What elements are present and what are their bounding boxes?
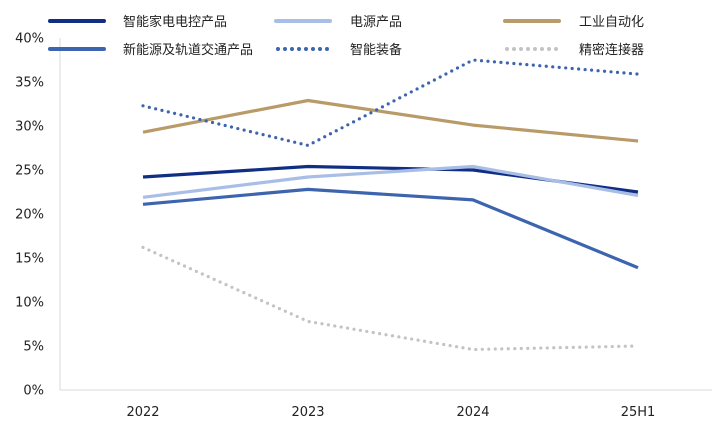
y-tick-label: 40% [15,32,44,47]
legend-label: 工业自动化 [579,15,644,30]
legend-item: 电源产品 [274,15,402,30]
y-tick-label: 5% [23,340,44,355]
legend-label: 新能源及轨道交通产品 [123,42,253,58]
series-lines [141,58,640,352]
x-axis-ticks: 2022 2023 2024 25H1 [126,405,655,420]
x-tick-label: 2024 [456,405,489,420]
x-tick-label: 25H1 [621,405,656,420]
legend-item: 新能源及轨道交通产品 [48,42,253,58]
legend-item: 工业自动化 [503,15,644,30]
legend-label: 电源产品 [350,15,402,30]
legend-item: 智能家电电控产品 [48,14,227,30]
x-tick-label: 2022 [126,405,159,420]
series-line-6 [141,245,640,352]
y-tick-label: 25% [15,164,44,179]
x-tick-label: 2023 [291,405,324,420]
legend-item: 精密连接器 [505,42,644,58]
y-tick-label: 15% [15,252,44,267]
y-axis-ticks: 0% 5% 10% 15% 20% 25% 30% 35% 40% [15,32,44,399]
legend-item: 智能装备 [276,42,402,58]
y-tick-label: 0% [23,384,44,399]
series-line-4 [142,187,639,270]
y-tick-label: 10% [15,296,44,311]
y-tick-label: 20% [15,208,44,223]
y-tick-label: 30% [15,120,44,135]
legend-label: 智能装备 [350,42,402,58]
series-line-5 [141,58,640,147]
legend-label: 精密连接器 [579,42,644,58]
series-line-2 [142,164,639,199]
series-line-3 [142,98,639,143]
legend-label: 智能家电电控产品 [123,14,227,30]
y-tick-label: 35% [15,76,44,91]
